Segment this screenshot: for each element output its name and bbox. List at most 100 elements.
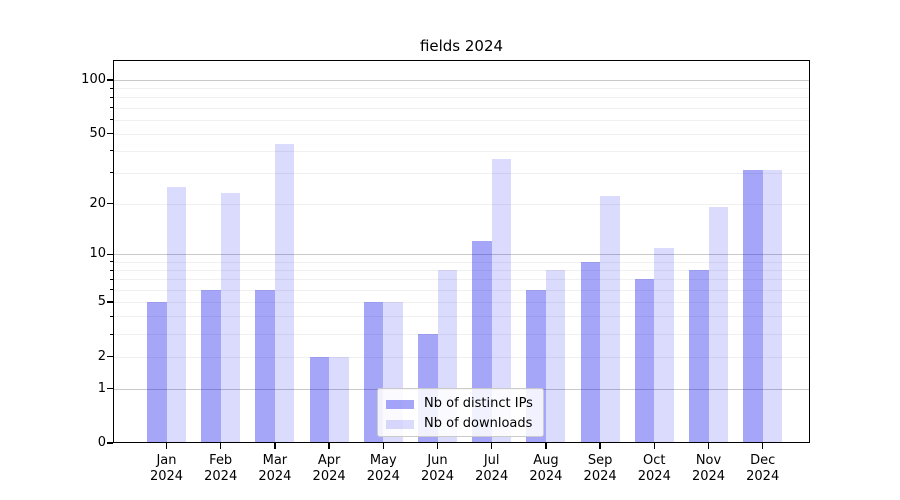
x-tick-label-apr: Apr 2024 bbox=[312, 453, 346, 484]
x-tick-mark bbox=[220, 443, 222, 449]
bar-downloads-oct bbox=[654, 247, 674, 443]
major-gridline bbox=[113, 254, 810, 256]
y-minor-tick-mark bbox=[109, 96, 113, 98]
bar-downloads-aug bbox=[545, 270, 566, 443]
bar-downloads-dec bbox=[762, 170, 783, 443]
minor-gridline bbox=[113, 172, 810, 174]
chart-title: fields 2024 bbox=[419, 37, 504, 55]
bar-downloads-nov bbox=[708, 207, 728, 443]
x-tick-label-aug: Aug 2024 bbox=[529, 453, 563, 484]
y-minor-tick-mark bbox=[109, 261, 113, 263]
x-tick-label-may: May 2024 bbox=[366, 453, 400, 484]
minor-gridline bbox=[113, 261, 810, 263]
x-tick-label-oct: Oct 2024 bbox=[637, 453, 671, 484]
y-minor-tick-mark bbox=[109, 315, 113, 317]
y-minor-tick-mark bbox=[109, 333, 113, 335]
y-tick-label: 0 bbox=[97, 435, 106, 450]
bar-ips-feb bbox=[201, 289, 221, 443]
x-tick-label-jan: Jan 2024 bbox=[149, 453, 184, 484]
bar-ips-dec bbox=[743, 170, 763, 443]
x-tick-mark bbox=[707, 443, 710, 449]
bar-downloads-jul bbox=[491, 159, 512, 443]
minor-gridline bbox=[113, 302, 810, 304]
x-tick-label-mar: Mar 2024 bbox=[258, 453, 292, 484]
legend: Nb of distinct IPs Nb of downloads bbox=[377, 388, 544, 437]
major-gridline bbox=[113, 80, 810, 81]
legend-entry-distinct-ips: Nb of distinct IPs bbox=[386, 394, 535, 414]
y-tick-label: 50 bbox=[89, 125, 106, 141]
bar-ips-jan bbox=[147, 302, 167, 443]
bar-downloads-mar bbox=[274, 143, 295, 443]
y-tick-mark bbox=[107, 355, 113, 358]
x-tick-label-dec: Dec 2024 bbox=[746, 453, 780, 484]
y-tick-label: 20 bbox=[89, 195, 106, 211]
minor-gridline bbox=[113, 133, 810, 135]
x-tick-mark bbox=[274, 443, 276, 449]
y-minor-tick-mark bbox=[109, 289, 113, 291]
y-tick-mark bbox=[107, 442, 113, 444]
minor-gridline bbox=[113, 97, 810, 99]
bar-downloads-sep bbox=[600, 196, 620, 443]
legend-label: Nb of downloads bbox=[424, 416, 533, 431]
x-tick-label-nov: Nov 2024 bbox=[691, 453, 726, 484]
x-tick-mark bbox=[436, 443, 439, 449]
y-tick-label: 100 bbox=[81, 72, 106, 87]
y-minor-tick-mark bbox=[109, 278, 113, 280]
minor-gridline bbox=[113, 150, 810, 152]
plot-area-border bbox=[113, 60, 810, 443]
y-minor-tick-mark bbox=[109, 119, 113, 121]
minor-gridline bbox=[113, 203, 810, 205]
minor-gridline bbox=[113, 279, 810, 281]
bar-ips-sep bbox=[580, 261, 601, 443]
x-tick-label-feb: Feb 2024 bbox=[204, 453, 238, 484]
x-tick-mark bbox=[328, 443, 330, 449]
minor-gridline bbox=[113, 270, 810, 272]
y-tick-mark bbox=[107, 301, 113, 303]
bar-downloads-apr bbox=[329, 356, 349, 443]
minor-gridline bbox=[113, 289, 810, 291]
y-minor-tick-mark bbox=[109, 150, 113, 152]
minor-gridline bbox=[113, 334, 810, 335]
x-tick-label-sep: Sep 2024 bbox=[583, 453, 617, 484]
x-tick-label-jul: Jul 2024 bbox=[475, 453, 509, 484]
y-tick-mark bbox=[107, 79, 113, 81]
bar-ips-mar bbox=[255, 289, 275, 443]
legend-label: Nb of distinct IPs bbox=[424, 396, 533, 411]
x-tick-mark bbox=[382, 443, 384, 449]
x-tick-mark bbox=[762, 443, 764, 449]
y-minor-tick-mark bbox=[109, 107, 113, 109]
bar-ips-nov bbox=[689, 270, 709, 443]
x-tick-mark bbox=[491, 443, 493, 449]
y-minor-tick-mark bbox=[109, 87, 113, 89]
y-tick-mark bbox=[107, 202, 113, 205]
y-tick-mark bbox=[107, 253, 113, 256]
bar-ips-oct bbox=[634, 279, 655, 443]
minor-gridline bbox=[113, 356, 810, 358]
y-tick-label: 1 bbox=[97, 380, 106, 396]
y-tick-label: 10 bbox=[89, 246, 106, 262]
legend-swatch-distinct-ips bbox=[386, 399, 414, 409]
bar-downloads-jan bbox=[166, 186, 186, 443]
y-minor-tick-mark bbox=[109, 172, 113, 174]
minor-gridline bbox=[113, 316, 810, 318]
y-minor-tick-mark bbox=[109, 269, 113, 271]
y-tick-label: 2 bbox=[97, 348, 106, 364]
bar-downloads-feb bbox=[220, 193, 241, 443]
y-tick-label: 5 bbox=[97, 294, 106, 310]
minor-gridline bbox=[113, 88, 810, 90]
bar-ips-apr bbox=[309, 356, 330, 443]
y-tick-mark bbox=[107, 133, 113, 135]
x-tick-mark bbox=[165, 443, 168, 449]
legend-swatch-downloads bbox=[386, 419, 414, 429]
minor-gridline bbox=[113, 119, 810, 121]
legend-entry-downloads: Nb of downloads bbox=[386, 414, 535, 434]
minor-gridline bbox=[113, 107, 810, 109]
x-tick-mark bbox=[653, 443, 655, 449]
y-tick-mark bbox=[107, 387, 113, 390]
x-tick-mark bbox=[545, 443, 547, 449]
x-tick-label-jun: Jun 2024 bbox=[420, 453, 455, 484]
